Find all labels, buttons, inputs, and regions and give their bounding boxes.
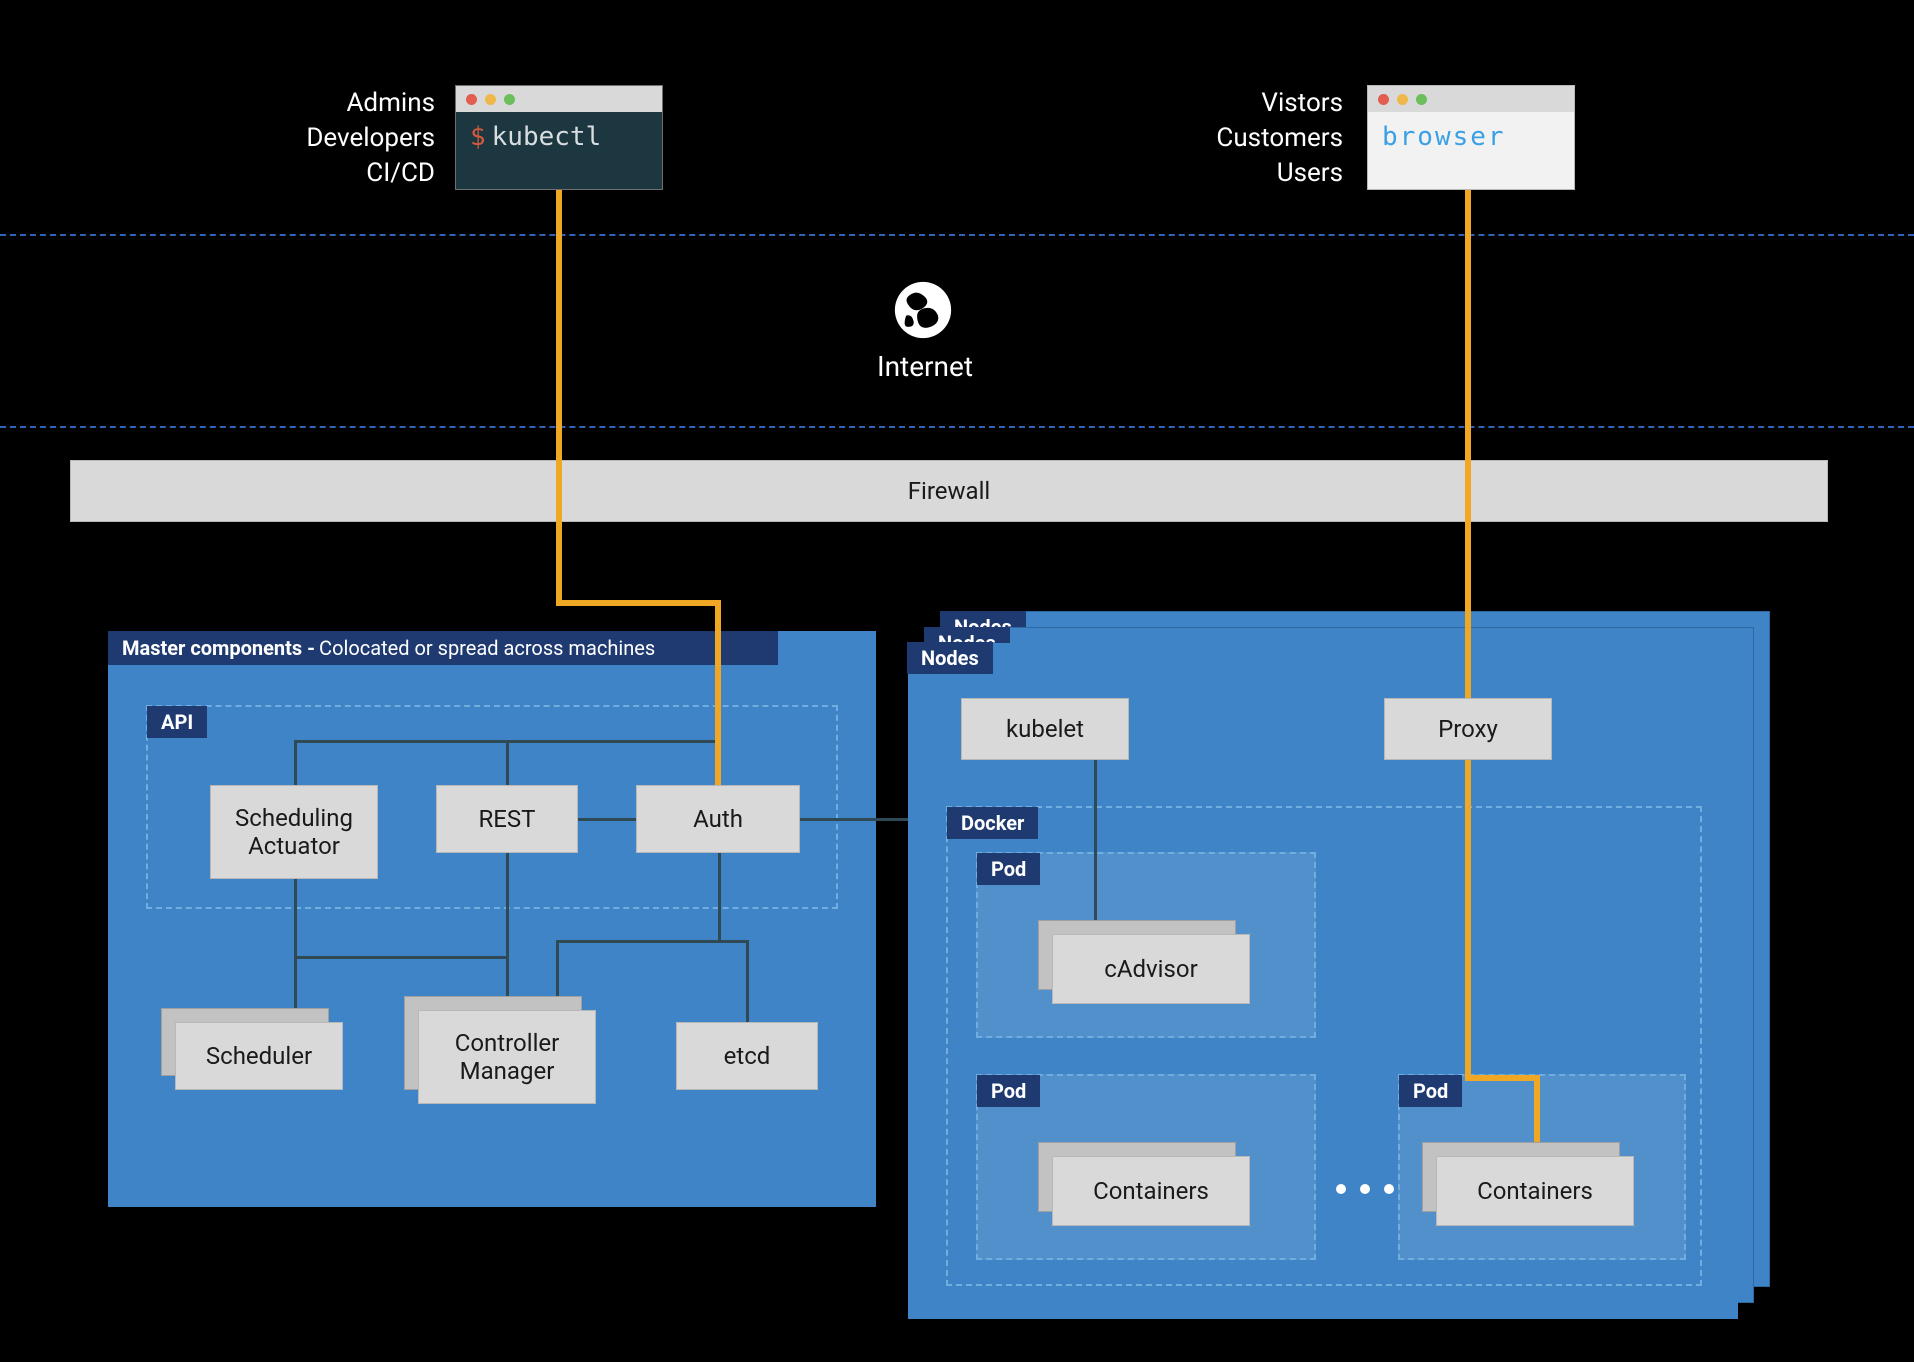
pod-containers-b-box: Containers <box>1436 1156 1634 1226</box>
internet-label: Internet <box>835 350 1015 390</box>
pod-tab: Pod <box>977 1075 1040 1107</box>
pod-tab: Pod <box>1399 1075 1462 1107</box>
docker-tab: Docker <box>947 807 1038 839</box>
pod-containers-a-box: Containers <box>1052 1156 1250 1226</box>
scheduler-box: Scheduler <box>175 1022 343 1090</box>
window-dot-icon <box>485 94 496 105</box>
auth-box: Auth <box>636 785 800 853</box>
window-dot-icon <box>1397 94 1408 105</box>
scheduling-actuator-box: Scheduling Actuator <box>210 785 378 879</box>
ellipsis-icon <box>1336 1184 1394 1194</box>
browser-label: browser <box>1368 112 1574 162</box>
browser-window: browser <box>1367 85 1575 190</box>
prompt-symbol: $ <box>470 122 486 152</box>
admins-label: AdminsDevelopersCI/CD <box>215 86 435 196</box>
window-dot-icon <box>504 94 515 105</box>
kubelet-box: kubelet <box>961 698 1129 760</box>
globe-icon <box>893 280 953 340</box>
nodes-tab: Nodes <box>907 642 993 674</box>
controller-manager-box: Controller Manager <box>418 1010 596 1104</box>
architecture-diagram: AdminsDevelopersCI/CD$kubectlVistorsCust… <box>0 0 1914 1362</box>
api-tab: API <box>147 706 207 738</box>
window-dot-icon <box>466 94 477 105</box>
kubectl-command: kubectl <box>492 122 602 152</box>
master-title: Master components - Colocated or spread … <box>108 631 778 665</box>
visitors-label: VistorsCustomersUsers <box>1123 86 1343 196</box>
firewall-box: Firewall <box>70 460 1828 522</box>
proxy-box: Proxy <box>1384 698 1552 760</box>
window-dot-icon <box>1416 94 1427 105</box>
pod-cadvisor-box: cAdvisor <box>1052 934 1250 1004</box>
window-dot-icon <box>1378 94 1389 105</box>
rest-box: REST <box>436 785 578 853</box>
kubectl-window: $kubectl <box>455 85 663 190</box>
pod-tab: Pod <box>977 853 1040 885</box>
etcd-box: etcd <box>676 1022 818 1090</box>
